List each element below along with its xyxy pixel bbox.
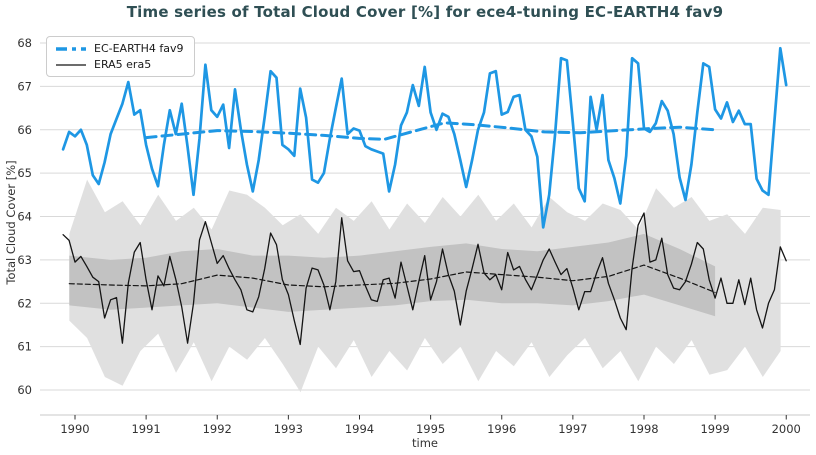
x-tick-label-1996: 1996: [487, 422, 516, 436]
y-tick-label-65: 65: [17, 166, 32, 180]
y-tick-label-66: 66: [17, 123, 32, 137]
y-tick-label-62: 62: [17, 296, 32, 310]
y-tick-label-67: 67: [17, 79, 32, 93]
chart-title: Time series of Total Cloud Cover [%] for…: [126, 3, 724, 21]
era5-solid-swatch: [56, 63, 86, 66]
y-axis-label: Total Cloud Cover [%]: [4, 160, 18, 285]
y-tick-label-60: 60: [17, 383, 32, 397]
x-tick-label-1990: 1990: [60, 422, 89, 436]
ec-earth4-fav9-line: [61, 46, 788, 229]
y-tick-label-61: 61: [17, 340, 32, 354]
x-tick-label-1991: 1991: [131, 422, 160, 436]
y-tick-label-68: 68: [17, 36, 32, 50]
x-tick-label-1998: 1998: [629, 422, 658, 436]
ec-earth4-fav9-running-mean-line: [144, 121, 717, 141]
x-tick-label-1992: 1992: [203, 422, 232, 436]
era5-era5-line: [62, 212, 787, 346]
ecearth4-dashed-swatch: [56, 46, 86, 51]
x-tick-label-1994: 1994: [345, 422, 374, 436]
legend: EC-EARTH4 fav9 ERA5 era5: [46, 36, 195, 77]
x-tick-label-1999: 1999: [700, 422, 729, 436]
legend-item-era5: ERA5 era5: [55, 58, 184, 71]
x-axis-label: time: [412, 436, 438, 450]
era5-running-mean-line: [68, 264, 716, 293]
y-tick-label-63: 63: [17, 253, 32, 267]
legend-label-ecearth4: EC-EARTH4 fav9: [94, 42, 184, 55]
legend-item-ecearth4-fav9: EC-EARTH4 fav9: [55, 42, 184, 55]
x-tick-label-1995: 1995: [416, 422, 445, 436]
legend-label-era5: ERA5 era5: [94, 58, 152, 71]
x-tick-label-1997: 1997: [558, 422, 587, 436]
y-tick-label-64: 64: [17, 210, 32, 224]
x-tick-label-1993: 1993: [274, 422, 303, 436]
era5-std-band: [69, 233, 716, 317]
x-tick-label-2000: 2000: [772, 422, 801, 436]
